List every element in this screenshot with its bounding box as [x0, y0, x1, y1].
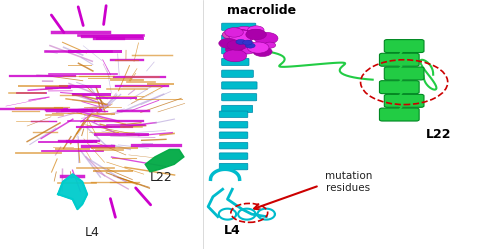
Circle shape	[264, 42, 276, 48]
Text: mutation
residues: mutation residues	[325, 171, 372, 192]
Circle shape	[245, 43, 255, 48]
FancyBboxPatch shape	[222, 94, 257, 101]
Polygon shape	[145, 149, 184, 172]
Circle shape	[237, 34, 253, 42]
Circle shape	[247, 42, 269, 53]
FancyBboxPatch shape	[379, 108, 419, 121]
FancyBboxPatch shape	[384, 40, 424, 53]
Circle shape	[223, 50, 247, 62]
Circle shape	[227, 40, 246, 50]
FancyBboxPatch shape	[222, 47, 248, 54]
FancyBboxPatch shape	[222, 82, 257, 89]
Text: L4: L4	[224, 224, 241, 237]
FancyBboxPatch shape	[379, 81, 419, 94]
Text: L22: L22	[426, 128, 452, 141]
FancyBboxPatch shape	[219, 163, 248, 170]
Circle shape	[232, 26, 256, 39]
Text: L4: L4	[85, 226, 99, 239]
Circle shape	[230, 29, 253, 41]
Circle shape	[229, 30, 253, 42]
Circle shape	[254, 32, 278, 45]
FancyBboxPatch shape	[379, 53, 419, 66]
FancyBboxPatch shape	[384, 67, 424, 80]
Circle shape	[242, 44, 259, 53]
Circle shape	[242, 40, 252, 45]
FancyBboxPatch shape	[219, 111, 248, 118]
FancyBboxPatch shape	[384, 94, 424, 107]
Circle shape	[232, 30, 248, 38]
Polygon shape	[58, 174, 87, 209]
Circle shape	[246, 29, 266, 40]
FancyBboxPatch shape	[222, 58, 249, 65]
Text: L22: L22	[150, 171, 173, 184]
Circle shape	[236, 39, 245, 44]
FancyBboxPatch shape	[222, 23, 256, 30]
Circle shape	[222, 30, 240, 39]
Circle shape	[219, 38, 238, 48]
FancyBboxPatch shape	[219, 132, 248, 138]
FancyBboxPatch shape	[222, 105, 253, 113]
Circle shape	[226, 45, 242, 54]
Text: macrolide: macrolide	[227, 4, 296, 17]
Circle shape	[231, 41, 247, 50]
Circle shape	[247, 29, 264, 38]
FancyBboxPatch shape	[219, 153, 248, 159]
Circle shape	[242, 41, 255, 47]
Circle shape	[247, 26, 264, 34]
FancyBboxPatch shape	[219, 122, 248, 128]
FancyBboxPatch shape	[222, 70, 253, 77]
Circle shape	[225, 28, 243, 37]
Circle shape	[240, 46, 256, 54]
Circle shape	[253, 47, 272, 57]
FancyBboxPatch shape	[222, 35, 251, 42]
FancyBboxPatch shape	[219, 142, 248, 149]
